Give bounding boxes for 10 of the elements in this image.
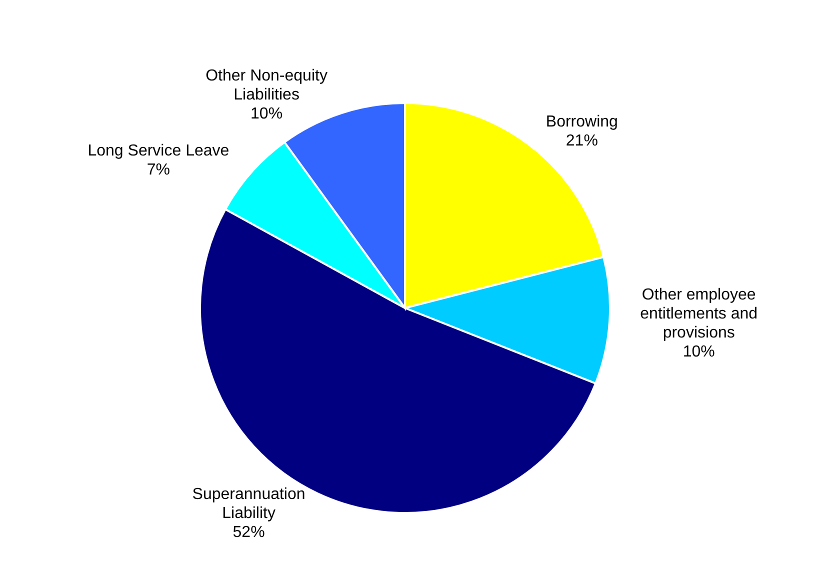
slice-label: Other Non-equity Liabilities bbox=[206, 68, 328, 104]
data-label: 52% bbox=[232, 524, 265, 542]
slice-label: Borrowing bbox=[546, 113, 618, 130]
data-label: 7% bbox=[146, 161, 170, 178]
data-label: 10% bbox=[250, 106, 283, 123]
data-label: 10% bbox=[682, 344, 715, 361]
slice-label: Long Service Leave bbox=[88, 142, 230, 160]
data-label: 21% bbox=[566, 132, 598, 150]
slice-label: Other employee entitlements and provisions bbox=[640, 286, 758, 342]
slice-label: Superannuation Liability bbox=[192, 486, 306, 522]
